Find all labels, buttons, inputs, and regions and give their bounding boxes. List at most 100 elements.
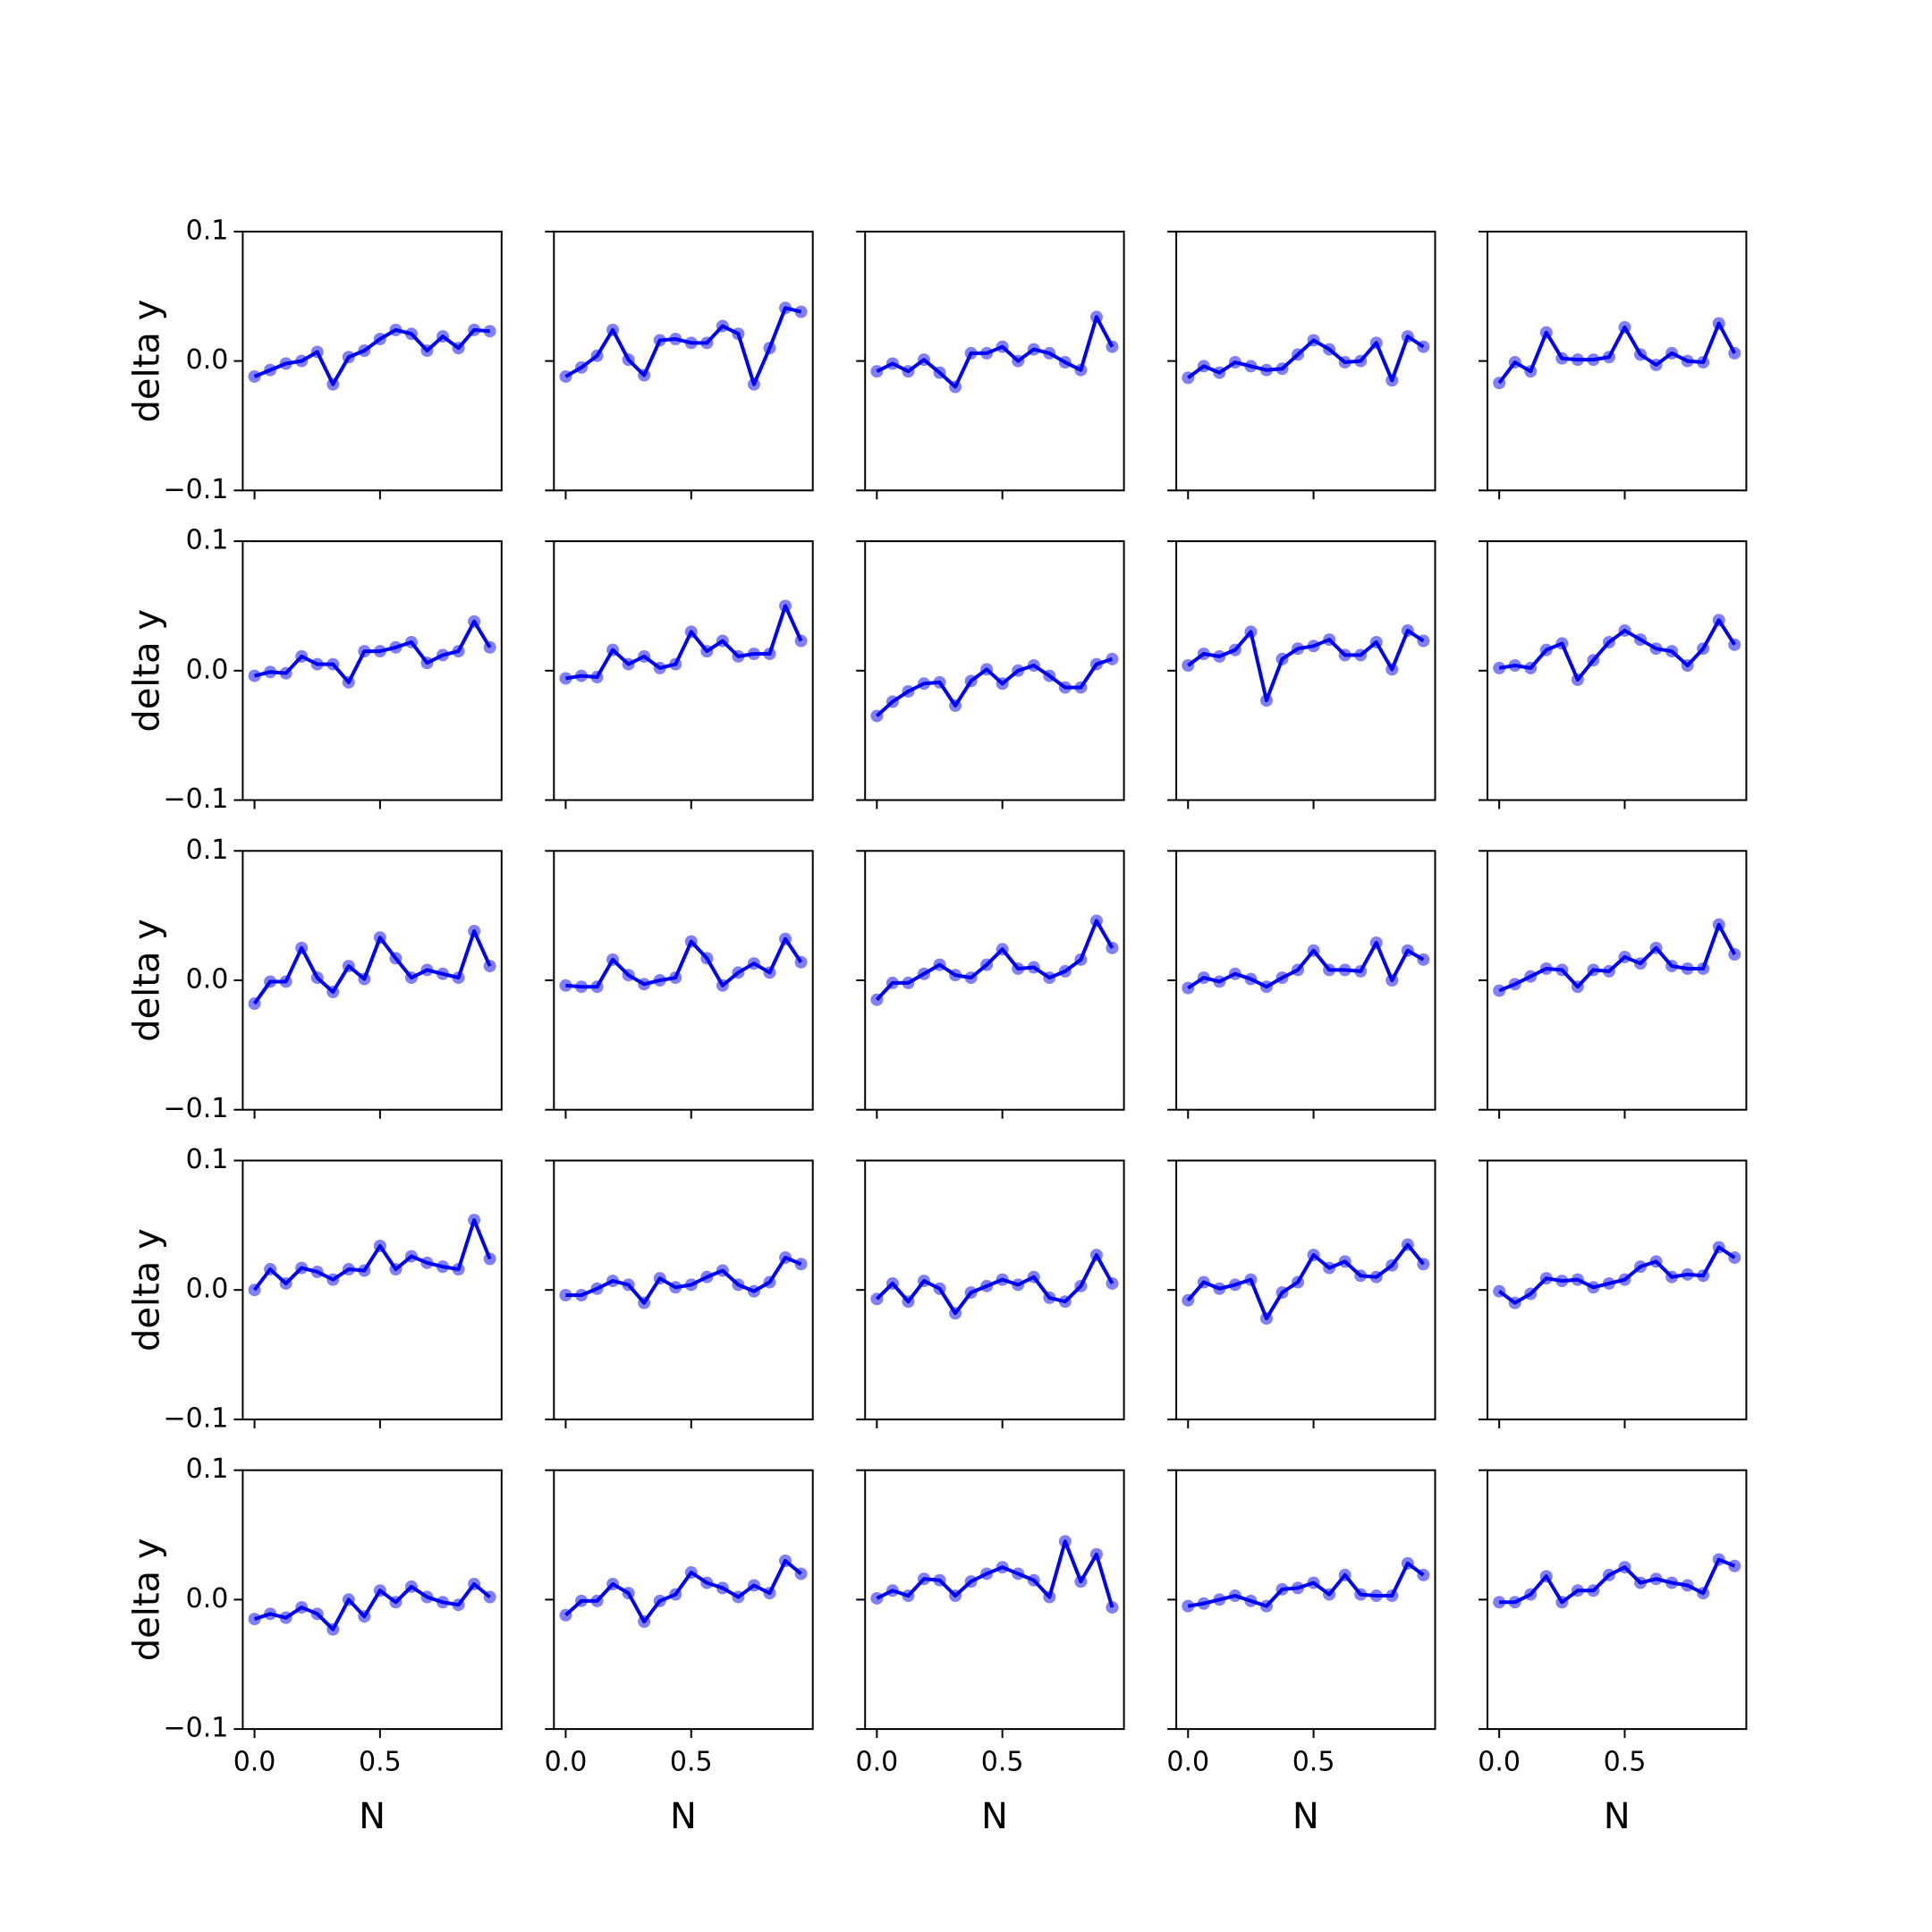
data-point — [700, 645, 714, 658]
data-point — [1213, 1282, 1226, 1295]
data-point — [452, 342, 465, 355]
data-point — [747, 377, 760, 391]
data-point — [404, 1580, 418, 1593]
data-point — [606, 323, 620, 336]
data-point — [763, 1275, 776, 1289]
data-point — [886, 1584, 899, 1597]
data-point — [732, 966, 745, 979]
data-point — [373, 1240, 386, 1253]
y-tick-label: −0.1 — [164, 474, 229, 505]
data-line — [1498, 922, 1737, 993]
data-point — [1401, 623, 1414, 637]
data-point — [1012, 664, 1025, 677]
data-point — [1539, 962, 1553, 975]
data-point — [964, 346, 978, 360]
data-point — [779, 1554, 792, 1567]
y-tick-label: 0.0 — [186, 344, 229, 376]
data-point — [590, 349, 604, 362]
data-point — [1385, 1589, 1399, 1603]
data-point — [1074, 953, 1088, 966]
axes-frame — [242, 230, 503, 492]
axes-frame — [864, 1159, 1125, 1420]
axes-frame — [864, 850, 1125, 1111]
data-point — [917, 353, 930, 367]
data-point — [1012, 1278, 1025, 1292]
data-point — [1338, 1255, 1352, 1268]
data-point — [732, 1278, 745, 1292]
data-point — [1292, 963, 1305, 977]
y-axis-label: delta y — [126, 919, 167, 1042]
data-point — [1354, 1269, 1368, 1283]
data-point — [1539, 643, 1553, 657]
x-axis-label: N — [359, 1796, 386, 1837]
data-point — [1323, 343, 1336, 356]
y-axis-label: delta y — [126, 1228, 167, 1352]
data-point — [1571, 353, 1584, 367]
data-point — [559, 1608, 572, 1622]
data-point — [669, 1588, 682, 1601]
data-point — [902, 365, 915, 378]
data-point — [1555, 1275, 1569, 1288]
data-point — [933, 1282, 946, 1295]
data-point — [638, 369, 651, 382]
data-point — [1307, 640, 1320, 653]
axes-frame — [242, 540, 503, 801]
data-point — [1508, 1596, 1521, 1609]
data-point — [1228, 356, 1241, 369]
data-point — [1417, 340, 1430, 353]
data-point — [870, 709, 884, 723]
data-point — [870, 1591, 884, 1605]
data-point — [1089, 914, 1103, 928]
data-point — [574, 669, 588, 682]
data-point — [1292, 348, 1305, 361]
data-point — [373, 645, 386, 658]
data-point — [949, 699, 962, 712]
data-point — [1089, 310, 1103, 324]
data-point — [1524, 970, 1538, 983]
y-tick-label: 0.0 — [186, 654, 229, 685]
data-point — [1634, 1576, 1648, 1589]
data-point — [1354, 1588, 1368, 1601]
data-point — [870, 993, 884, 1006]
data-line — [1497, 321, 1737, 385]
data-point — [1307, 944, 1320, 957]
data-point — [1043, 1590, 1056, 1604]
data-point — [342, 675, 355, 689]
data-point — [1106, 652, 1119, 665]
data-point — [779, 932, 792, 945]
data-point — [917, 1572, 930, 1586]
y-tick-label: 0.0 — [186, 1274, 229, 1305]
data-point — [1602, 351, 1615, 364]
data-point — [1728, 948, 1741, 962]
data-point — [747, 1579, 760, 1592]
data-line — [565, 604, 803, 681]
axes-frame — [864, 540, 1125, 801]
data-point — [590, 1282, 604, 1295]
data-point — [653, 334, 666, 347]
data-point — [574, 1288, 588, 1301]
data-point — [1228, 967, 1241, 980]
data-point — [732, 1590, 745, 1604]
axes-frame — [553, 1469, 814, 1731]
y-tick-label: 0.0 — [186, 964, 229, 996]
data-point — [1649, 642, 1663, 656]
data-point — [574, 360, 588, 374]
y-tick-label: −0.1 — [164, 1713, 229, 1744]
axes-frame — [242, 850, 503, 1111]
data-point — [264, 1607, 277, 1621]
data-point — [980, 1567, 994, 1580]
data-point — [996, 340, 1009, 353]
data-point — [1259, 980, 1273, 994]
data-point — [606, 953, 620, 966]
data-point — [452, 1263, 465, 1276]
data-line — [564, 1558, 802, 1623]
data-point — [1634, 957, 1648, 970]
axes-frame — [242, 1159, 503, 1420]
data-point — [436, 330, 450, 343]
data-point — [716, 319, 729, 333]
data-point — [669, 333, 682, 346]
data-point — [1618, 1273, 1631, 1286]
data-point — [1307, 334, 1320, 347]
y-tick-label: −0.1 — [164, 784, 229, 815]
